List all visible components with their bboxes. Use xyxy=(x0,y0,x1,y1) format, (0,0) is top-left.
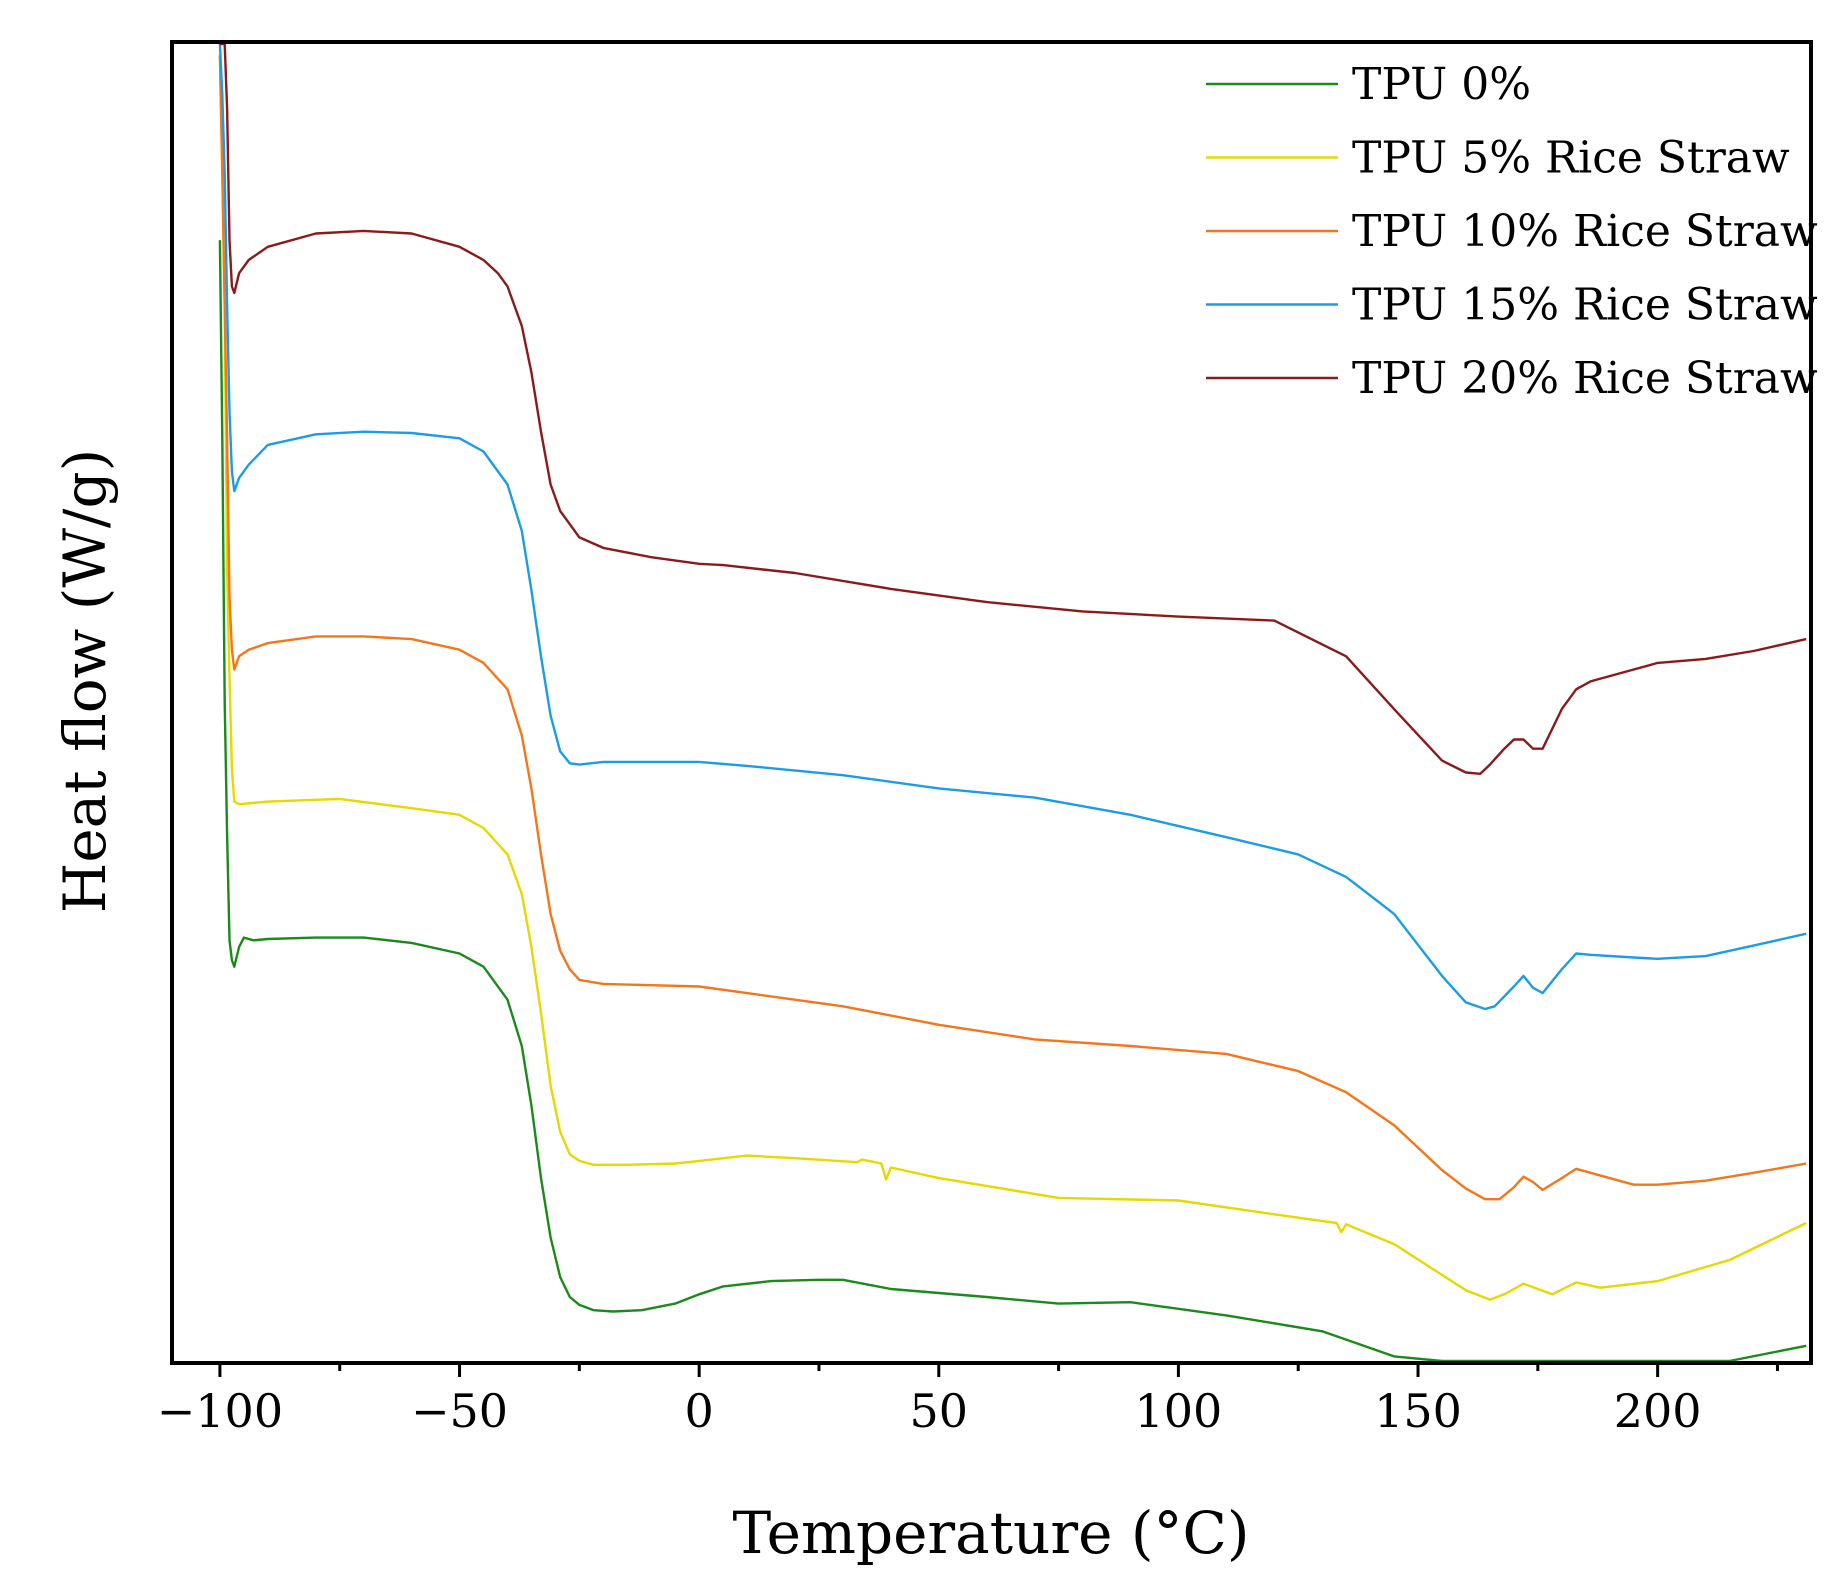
x-tick-label: 100 xyxy=(1134,1384,1222,1438)
series-line-tpu-15pct-rice-straw xyxy=(218,43,1807,1011)
x-axis-ticks xyxy=(218,1363,1779,1377)
x-tick-label: −50 xyxy=(411,1384,508,1438)
x-axis-tick-labels: −100 −50 0 50 100 150 200 xyxy=(157,1384,1702,1438)
x-axis-title: Temperature (°C) xyxy=(732,1499,1249,1567)
legend: TPU 0% TPU 5% Rice Straw TPU 10% Rice Stra… xyxy=(1206,59,1818,404)
series-line-tpu-0pct xyxy=(218,240,1807,1363)
plot-frame xyxy=(170,40,1813,1365)
series-line-tpu-5pct-rice-straw xyxy=(218,55,1807,1301)
y-axis-title: Heat flow (W/g) xyxy=(51,449,119,913)
legend-label-tpu-20pct-rice-straw: TPU 20% Rice Straw xyxy=(1352,353,1818,404)
legend-label-tpu-15pct-rice-straw: TPU 15% Rice Straw xyxy=(1352,280,1818,331)
x-tick-label: 0 xyxy=(685,1384,714,1438)
legend-label-tpu-5pct-rice-straw: TPU 5% Rice Straw xyxy=(1352,133,1790,184)
x-tick-label: 200 xyxy=(1614,1384,1702,1438)
series-line-tpu-20pct-rice-straw xyxy=(219,42,1807,775)
x-tick-label: −100 xyxy=(157,1384,283,1438)
legend-label-tpu-0pct: TPU 0% xyxy=(1352,59,1531,110)
series-layer xyxy=(218,42,1807,1363)
series-line-tpu-10pct-rice-straw xyxy=(218,55,1807,1201)
legend-label-tpu-10pct-rice-straw: TPU 10% Rice Straw xyxy=(1352,206,1818,257)
x-tick-label: 150 xyxy=(1374,1384,1462,1438)
x-tick-label: 50 xyxy=(910,1384,969,1438)
